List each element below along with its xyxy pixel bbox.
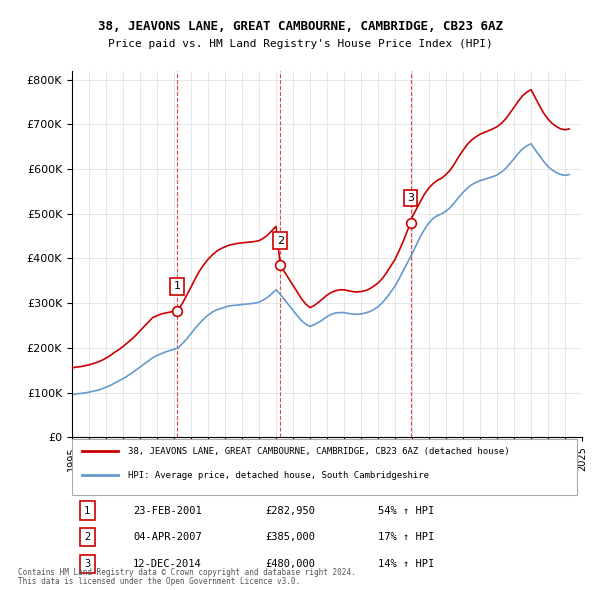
Text: 2: 2: [277, 235, 284, 245]
Text: 17% ↑ HPI: 17% ↑ HPI: [378, 532, 434, 542]
Text: 1: 1: [84, 506, 91, 516]
Text: 38, JEAVONS LANE, GREAT CAMBOURNE, CAMBRIDGE, CB23 6AZ: 38, JEAVONS LANE, GREAT CAMBOURNE, CAMBR…: [97, 20, 503, 33]
Text: 1: 1: [173, 281, 181, 291]
Text: 14% ↑ HPI: 14% ↑ HPI: [378, 559, 434, 569]
Text: 3: 3: [407, 193, 414, 203]
Text: 23-FEB-2001: 23-FEB-2001: [133, 506, 202, 516]
Text: Price paid vs. HM Land Registry's House Price Index (HPI): Price paid vs. HM Land Registry's House …: [107, 40, 493, 49]
Text: HPI: Average price, detached house, South Cambridgeshire: HPI: Average price, detached house, Sout…: [128, 471, 429, 480]
FancyBboxPatch shape: [72, 438, 577, 495]
Text: 54% ↑ HPI: 54% ↑ HPI: [378, 506, 434, 516]
Text: 12-DEC-2014: 12-DEC-2014: [133, 559, 202, 569]
Text: £385,000: £385,000: [266, 532, 316, 542]
Text: This data is licensed under the Open Government Licence v3.0.: This data is licensed under the Open Gov…: [18, 577, 300, 586]
Text: £282,950: £282,950: [266, 506, 316, 516]
Text: 04-APR-2007: 04-APR-2007: [133, 532, 202, 542]
Text: £480,000: £480,000: [266, 559, 316, 569]
Text: 2: 2: [84, 532, 91, 542]
Text: 38, JEAVONS LANE, GREAT CAMBOURNE, CAMBRIDGE, CB23 6AZ (detached house): 38, JEAVONS LANE, GREAT CAMBOURNE, CAMBR…: [128, 447, 510, 456]
Text: 3: 3: [84, 559, 91, 569]
Text: Contains HM Land Registry data © Crown copyright and database right 2024.: Contains HM Land Registry data © Crown c…: [18, 568, 356, 577]
